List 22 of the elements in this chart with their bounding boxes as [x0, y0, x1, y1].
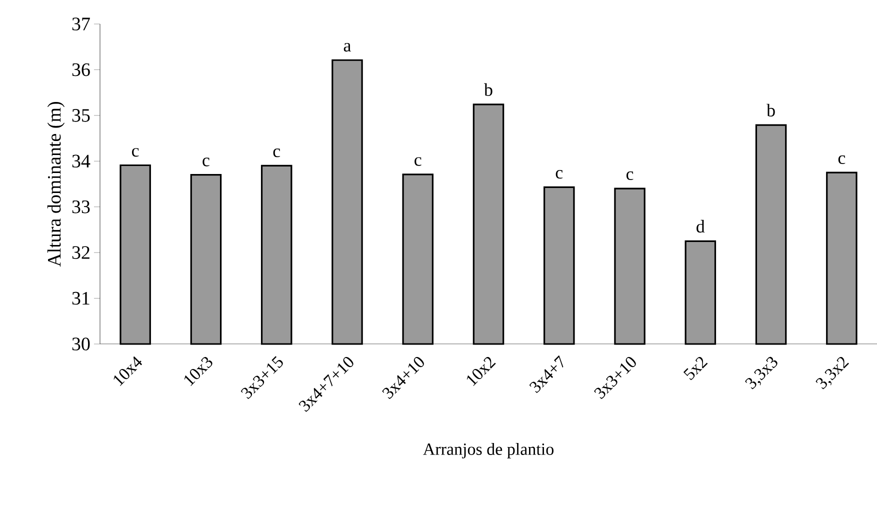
y-tick-label: 31	[72, 292, 90, 305]
annotation: c	[132, 148, 139, 157]
y-tick-label: 36	[72, 63, 90, 76]
annotation: b	[484, 83, 492, 96]
annotation: c	[273, 148, 280, 158]
y-tick-label: 33	[72, 200, 90, 214]
y-axis-title: Altura dominante (m)	[47, 102, 65, 267]
annotation: c	[414, 157, 422, 166]
y-tick-label: 34	[72, 154, 90, 168]
y-tick-label: 30	[72, 338, 90, 350]
annotation: c	[838, 155, 846, 164]
x-tick-label: 5x2	[683, 356, 708, 380]
y-tick-label: 35	[72, 109, 90, 122]
annotation: b	[766, 104, 775, 116]
annotation: d	[696, 220, 705, 233]
annotation: c	[556, 170, 563, 179]
annotation: c	[202, 158, 210, 166]
y-tick-label: 32	[72, 246, 90, 259]
x-axis-title: Arranjos de plantio	[423, 442, 554, 458]
annotation: a	[344, 42, 351, 52]
annotation: c	[626, 171, 634, 180]
y-tick-label: 37	[72, 18, 90, 30]
